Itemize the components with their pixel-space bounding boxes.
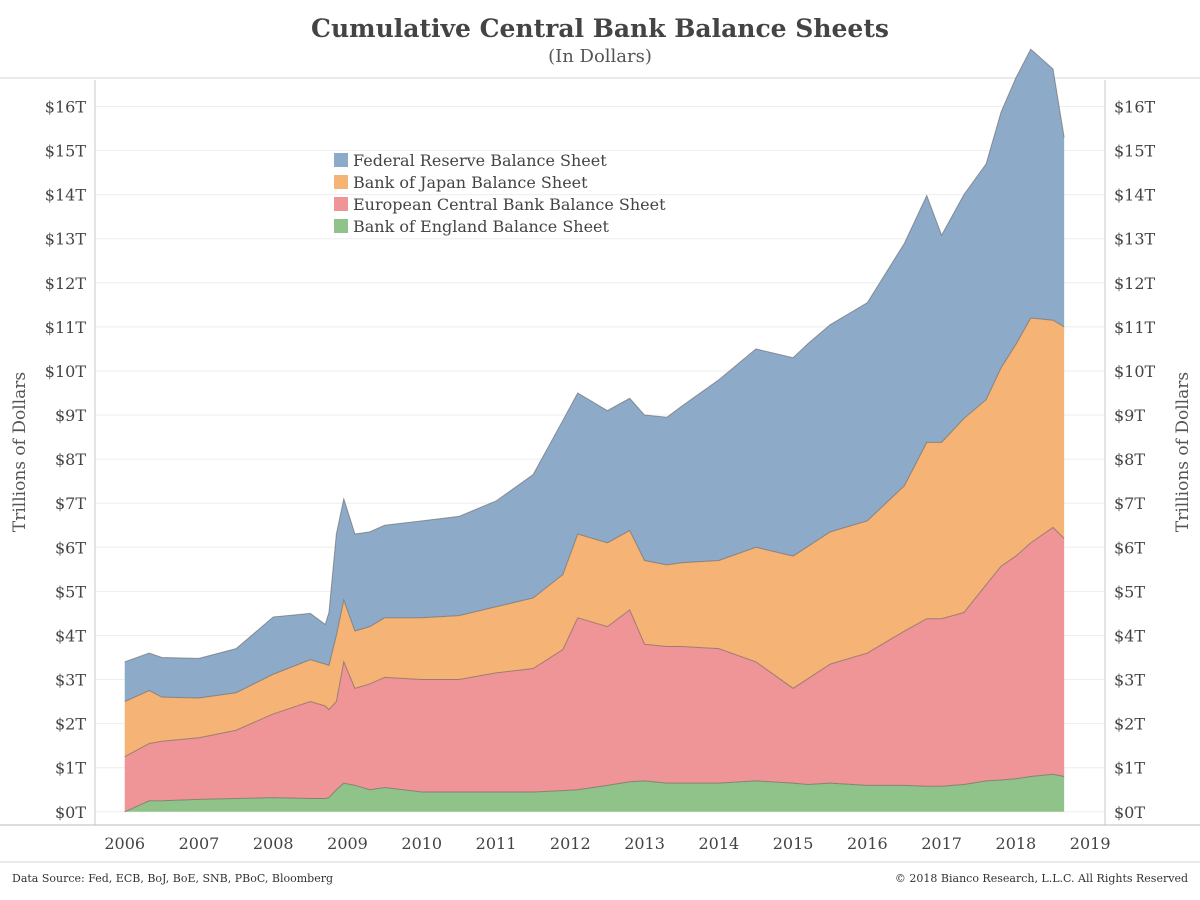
y-tick-left-6: $6T (55, 538, 86, 557)
chart-title: Cumulative Central Bank Balance Sheets (311, 14, 889, 43)
y-tick-right-8: $8T (1114, 450, 1145, 469)
legend: Federal Reserve Balance Sheet Bank of Jap… (334, 151, 666, 236)
area-european-central-bank-balance-sheet (124, 527, 1065, 812)
y-tick-left-16: $16T (45, 97, 87, 116)
x-tick-2006: 2006 (104, 834, 145, 853)
legend-swatch-bank-of-japan-balance-sheet (334, 175, 348, 189)
y-tick-right-12: $12T (1114, 274, 1156, 293)
x-tick-2009: 2009 (327, 834, 368, 853)
edge-bank-of-england-balance-sheet (124, 773, 1065, 813)
y-axis-right-ticks: $0T $1T $2T $3T $4T $5T $6T $7T $8T $9T $10T $11T $1… (1114, 97, 1156, 821)
y-tick-left-9: $9T (55, 406, 86, 425)
y-tick-left-14: $14T (45, 186, 87, 205)
y-tick-right-3: $3T (1114, 671, 1145, 690)
edge-bank-of-japan-balance-sheet (124, 317, 1065, 703)
y-tick-right-0: $0T (1114, 803, 1145, 822)
y-tick-left-2: $2T (55, 715, 86, 734)
edge-european-central-bank-balance-sheet (124, 526, 1065, 758)
y-tick-left-12: $12T (45, 274, 87, 293)
x-tick-2011: 2011 (476, 834, 517, 853)
x-tick-2016: 2016 (847, 834, 888, 853)
y-axis-title-left: Trillions of Dollars (10, 372, 30, 532)
x-tick-2018: 2018 (996, 834, 1037, 853)
y-tick-left-0: $0T (55, 803, 86, 822)
area-federal-reserve-balance-sheet (124, 49, 1065, 702)
legend-label-bank-of-japan-balance-sheet: Bank of Japan Balance Sheet (353, 173, 588, 192)
y-tick-left-10: $10T (45, 362, 87, 381)
edge-federal-reserve-balance-sheet (124, 48, 1065, 663)
data-source-note: Data Source: Fed, ECB, BoJ, BoE, SNB, PB… (12, 872, 334, 885)
x-tick-2013: 2013 (624, 834, 665, 853)
copyright-note: © 2018 Bianco Research, L.L.C. All Right… (894, 872, 1188, 885)
y-tick-right-5: $5T (1114, 582, 1145, 601)
y-tick-right-6: $6T (1114, 538, 1145, 557)
legend-swatch-federal-reserve-balance-sheet (334, 153, 348, 167)
x-axis-ticks: 2006 2007 2008 2009 2010 2011 2012 2013 2014 2015… (104, 834, 1110, 853)
y-tick-left-8: $8T (55, 450, 86, 469)
x-tick-2010: 2010 (401, 834, 442, 853)
legend-swatch-european-central-bank-balance-sheet (334, 197, 348, 211)
y-tick-left-15: $15T (45, 142, 87, 161)
area-series (124, 48, 1065, 813)
y-tick-right-13: $13T (1114, 230, 1156, 249)
y-axis-left-ticks: $0T $1T $2T $3T $4T $5T $6T $7T $8T $9T $10T $11T $1… (45, 97, 87, 821)
y-tick-left-3: $3T (55, 671, 86, 690)
legend-swatch-bank-of-england-balance-sheet (334, 219, 348, 233)
y-tick-right-14: $14T (1114, 186, 1156, 205)
y-tick-left-7: $7T (55, 494, 86, 513)
y-tick-left-1: $1T (55, 759, 86, 778)
y-tick-right-1: $1T (1114, 759, 1145, 778)
x-tick-2012: 2012 (550, 834, 591, 853)
chart-subtitle: (In Dollars) (548, 46, 652, 67)
y-tick-left-5: $5T (55, 582, 86, 601)
legend-label-bank-of-england-balance-sheet: Bank of England Balance Sheet (353, 217, 610, 236)
x-tick-2007: 2007 (179, 834, 220, 853)
y-tick-right-4: $4T (1114, 626, 1145, 645)
x-tick-2008: 2008 (253, 834, 294, 853)
legend-label-federal-reserve-balance-sheet: Federal Reserve Balance Sheet (353, 151, 607, 170)
y-tick-right-15: $15T (1114, 142, 1156, 161)
y-tick-right-10: $10T (1114, 362, 1156, 381)
area-bank-of-japan-balance-sheet (124, 318, 1065, 757)
y-tick-left-13: $13T (45, 230, 87, 249)
y-tick-right-16: $16T (1114, 97, 1156, 116)
legend-label-european-central-bank-balance-sheet: European Central Bank Balance Sheet (353, 195, 666, 214)
y-tick-left-11: $11T (45, 318, 87, 337)
y-axis-title-right: Trillions of Dollars (1173, 372, 1193, 532)
y-tick-left-4: $4T (55, 626, 86, 645)
x-tick-2015: 2015 (773, 834, 814, 853)
y-tick-right-11: $11T (1114, 318, 1156, 337)
y-tick-right-9: $9T (1114, 406, 1145, 425)
y-tick-right-7: $7T (1114, 494, 1145, 513)
x-tick-2019: 2019 (1070, 834, 1111, 853)
y-tick-right-2: $2T (1114, 715, 1145, 734)
plot-frame (0, 80, 1200, 863)
x-tick-2017: 2017 (921, 834, 962, 853)
x-tick-2014: 2014 (698, 834, 739, 853)
